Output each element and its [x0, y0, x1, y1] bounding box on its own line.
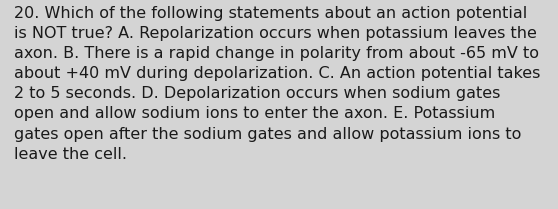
Text: 20. Which of the following statements about an action potential
is NOT true? A. : 20. Which of the following statements ab… [14, 6, 540, 162]
